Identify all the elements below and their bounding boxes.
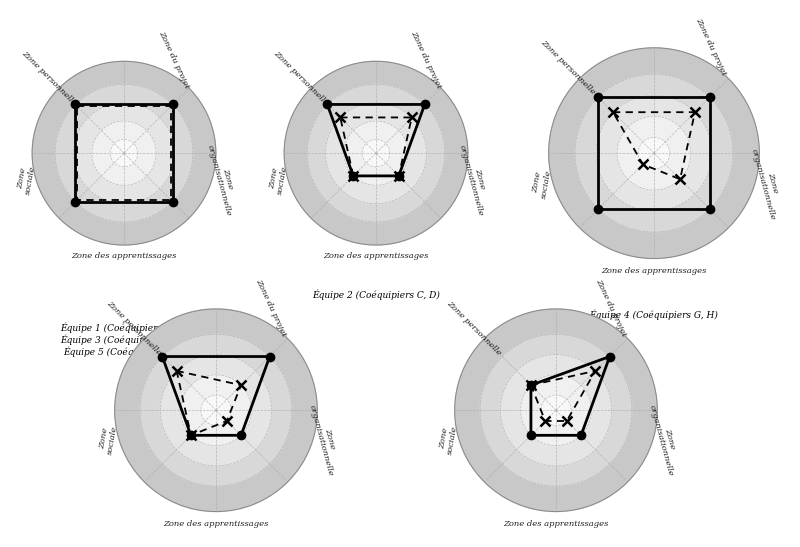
Circle shape bbox=[140, 334, 292, 486]
Circle shape bbox=[541, 395, 571, 426]
Circle shape bbox=[160, 354, 272, 466]
Circle shape bbox=[454, 309, 658, 511]
Text: Zone des apprentissages: Zone des apprentissages bbox=[602, 267, 706, 275]
Text: Zone du projet: Zone du projet bbox=[594, 277, 627, 337]
Circle shape bbox=[201, 395, 231, 426]
Text: Zone du projet: Zone du projet bbox=[409, 30, 442, 90]
Circle shape bbox=[575, 74, 733, 232]
Text: Zone du projet: Zone du projet bbox=[694, 16, 728, 76]
Circle shape bbox=[307, 84, 445, 222]
Text: Zone
sociale: Zone sociale bbox=[98, 423, 119, 455]
Circle shape bbox=[596, 95, 712, 211]
Circle shape bbox=[55, 84, 193, 222]
Circle shape bbox=[480, 334, 632, 486]
Text: Équipe 1 (Coéquipiers A, B)
Équipe 3 (Coéquipiers E, F)
Équipe 5 (Coéquipiers I,: Équipe 1 (Coéquipiers A, B) Équipe 3 (Co… bbox=[60, 322, 188, 357]
Circle shape bbox=[114, 309, 318, 511]
Text: Zone
organisationnelle: Zone organisationnelle bbox=[206, 142, 242, 218]
Text: Équipe 4 (Coéquipiers G, H): Équipe 4 (Coéquipiers G, H) bbox=[590, 309, 718, 319]
Circle shape bbox=[284, 61, 468, 245]
Circle shape bbox=[32, 61, 216, 245]
Circle shape bbox=[110, 139, 138, 167]
Circle shape bbox=[500, 354, 612, 466]
Text: Zone
sociale: Zone sociale bbox=[438, 423, 459, 455]
Circle shape bbox=[344, 121, 408, 185]
Text: Zone
organisationnelle: Zone organisationnelle bbox=[458, 142, 494, 218]
Text: Zone
sociale: Zone sociale bbox=[15, 164, 38, 195]
Text: Zone personnelle: Zone personnelle bbox=[445, 299, 502, 357]
Circle shape bbox=[549, 48, 759, 259]
Circle shape bbox=[638, 137, 670, 169]
Text: Zone
organisationnelle: Zone organisationnelle bbox=[308, 402, 343, 478]
Text: Zone du projet: Zone du projet bbox=[254, 277, 287, 337]
Text: Zone
sociale: Zone sociale bbox=[531, 167, 553, 199]
Text: Zone des apprentissages: Zone des apprentissages bbox=[503, 520, 609, 528]
Circle shape bbox=[521, 375, 591, 446]
Text: Zone
sociale: Zone sociale bbox=[267, 164, 290, 195]
Text: Zone
organisationnelle: Zone organisationnelle bbox=[750, 146, 786, 222]
Text: Zone personnelle: Zone personnelle bbox=[21, 50, 78, 107]
Circle shape bbox=[326, 103, 426, 203]
Text: Zone personnelle: Zone personnelle bbox=[273, 50, 330, 107]
Text: Zone des apprentissages: Zone des apprentissages bbox=[323, 252, 429, 260]
Text: Zone du projet: Zone du projet bbox=[157, 30, 190, 90]
Text: Zone personnelle: Zone personnelle bbox=[105, 299, 162, 357]
Text: Zone personnelle: Zone personnelle bbox=[539, 39, 597, 96]
Circle shape bbox=[74, 103, 174, 203]
Text: Zone des apprentissages: Zone des apprentissages bbox=[163, 520, 269, 528]
Circle shape bbox=[362, 139, 390, 167]
Circle shape bbox=[617, 117, 691, 190]
Circle shape bbox=[181, 375, 251, 446]
Text: Zone des apprentissages: Zone des apprentissages bbox=[71, 252, 177, 260]
Text: Équipe 2 (Coéquipiers C, D): Équipe 2 (Coéquipiers C, D) bbox=[312, 289, 440, 300]
Circle shape bbox=[92, 121, 156, 185]
Text: Zone
organisationnelle: Zone organisationnelle bbox=[648, 402, 683, 478]
